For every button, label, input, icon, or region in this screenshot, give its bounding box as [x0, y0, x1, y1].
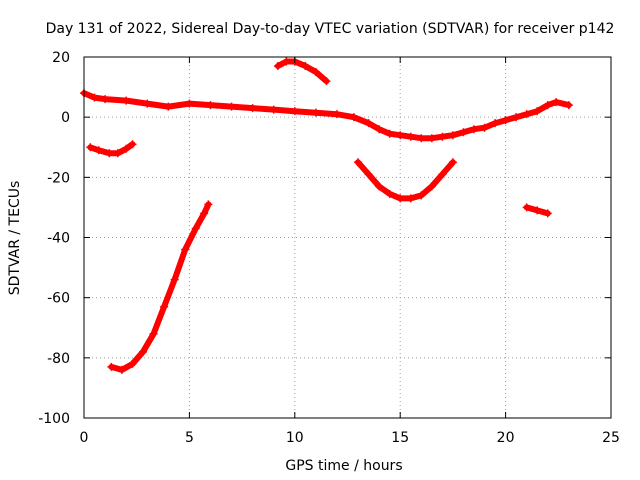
data-point	[227, 102, 236, 111]
data-point	[406, 132, 415, 141]
data-point	[564, 101, 573, 110]
data-point	[107, 362, 116, 371]
data-point	[406, 194, 415, 203]
data-point	[533, 206, 542, 215]
y-tick-label: -20	[47, 170, 70, 186]
series-arc-late-short	[522, 203, 552, 218]
data-point	[101, 95, 110, 104]
series-arc-early-dip	[86, 140, 137, 158]
x-axis-label: GPS time / hours	[285, 458, 402, 474]
data-point	[349, 113, 358, 122]
data-point	[459, 128, 468, 137]
data-point	[181, 245, 190, 254]
data-point	[427, 134, 436, 143]
data-point	[552, 98, 561, 107]
x-tick-label: 25	[602, 430, 620, 446]
data-point	[90, 93, 99, 102]
data-point	[448, 131, 457, 140]
data-point	[354, 158, 363, 167]
tick-layer: 0 5 10 15 20 25 -100 -80 -60 -40 -20 0 20	[38, 50, 620, 446]
series-arc-afternoon-bowl	[354, 158, 457, 203]
data-point	[364, 119, 373, 128]
series-trace	[81, 90, 572, 142]
data-point	[164, 102, 173, 111]
data-point	[282, 57, 291, 66]
data-point	[113, 149, 122, 158]
data-point	[160, 302, 169, 311]
data-point	[543, 209, 552, 218]
x-tick-label: 10	[286, 430, 304, 446]
data-point	[139, 347, 148, 356]
data-point	[396, 194, 405, 203]
data-point	[385, 189, 394, 198]
series-arc-noon-hump	[273, 57, 331, 86]
data-point	[269, 105, 278, 114]
data-point	[191, 224, 200, 233]
data-point	[248, 104, 257, 113]
y-tick-label: -40	[47, 231, 70, 247]
data-point	[122, 144, 131, 153]
series-trace	[355, 159, 456, 202]
data-point	[396, 131, 405, 140]
data-point	[522, 110, 531, 119]
y-tick-label: 20	[52, 50, 70, 66]
data-point	[290, 107, 299, 116]
data-point	[128, 359, 137, 368]
data-point	[427, 182, 436, 191]
y-tick-label: -80	[47, 351, 70, 367]
data-point	[375, 182, 384, 191]
series-arc-main	[80, 89, 573, 143]
series-layer	[80, 57, 573, 374]
data-point	[273, 62, 282, 71]
x-tick-label: 15	[391, 430, 409, 446]
data-point	[311, 108, 320, 117]
data-point	[364, 170, 373, 179]
data-point	[417, 191, 426, 200]
data-point	[332, 110, 341, 119]
series-arc-steep-rise	[107, 200, 213, 374]
chart-title: Day 131 of 2022, Sidereal Day-to-day VTE…	[46, 21, 615, 37]
data-point	[491, 119, 500, 128]
data-point	[143, 99, 152, 108]
data-point	[170, 275, 179, 284]
data-point	[375, 125, 384, 134]
y-tick-label: 0	[61, 110, 70, 126]
x-tick-label: 5	[185, 430, 194, 446]
data-point	[438, 132, 447, 141]
x-tick-label: 0	[80, 430, 89, 446]
y-tick-label: -100	[38, 411, 70, 427]
data-point	[86, 143, 95, 152]
data-point	[322, 77, 331, 86]
data-point	[385, 129, 394, 138]
data-point	[311, 68, 320, 77]
data-point	[206, 101, 215, 110]
data-point	[448, 158, 457, 167]
data-point	[117, 365, 126, 374]
data-point	[128, 140, 137, 149]
data-point	[185, 99, 194, 108]
data-point	[501, 116, 510, 125]
data-point	[469, 125, 478, 134]
data-point	[94, 146, 103, 155]
data-point	[438, 170, 447, 179]
data-point	[149, 329, 158, 338]
data-point	[105, 149, 114, 158]
data-point	[480, 123, 489, 132]
data-point	[200, 209, 209, 218]
data-point	[417, 134, 426, 143]
y-axis-label: SDTVAR / TECUs	[7, 181, 23, 296]
x-tick-label: 20	[497, 430, 515, 446]
data-point	[301, 62, 310, 71]
data-point	[533, 107, 542, 116]
y-tick-label: -60	[47, 291, 70, 307]
data-point	[204, 200, 213, 209]
data-point	[512, 113, 521, 122]
data-point	[522, 203, 531, 212]
data-point	[122, 96, 131, 105]
data-point	[543, 101, 552, 110]
